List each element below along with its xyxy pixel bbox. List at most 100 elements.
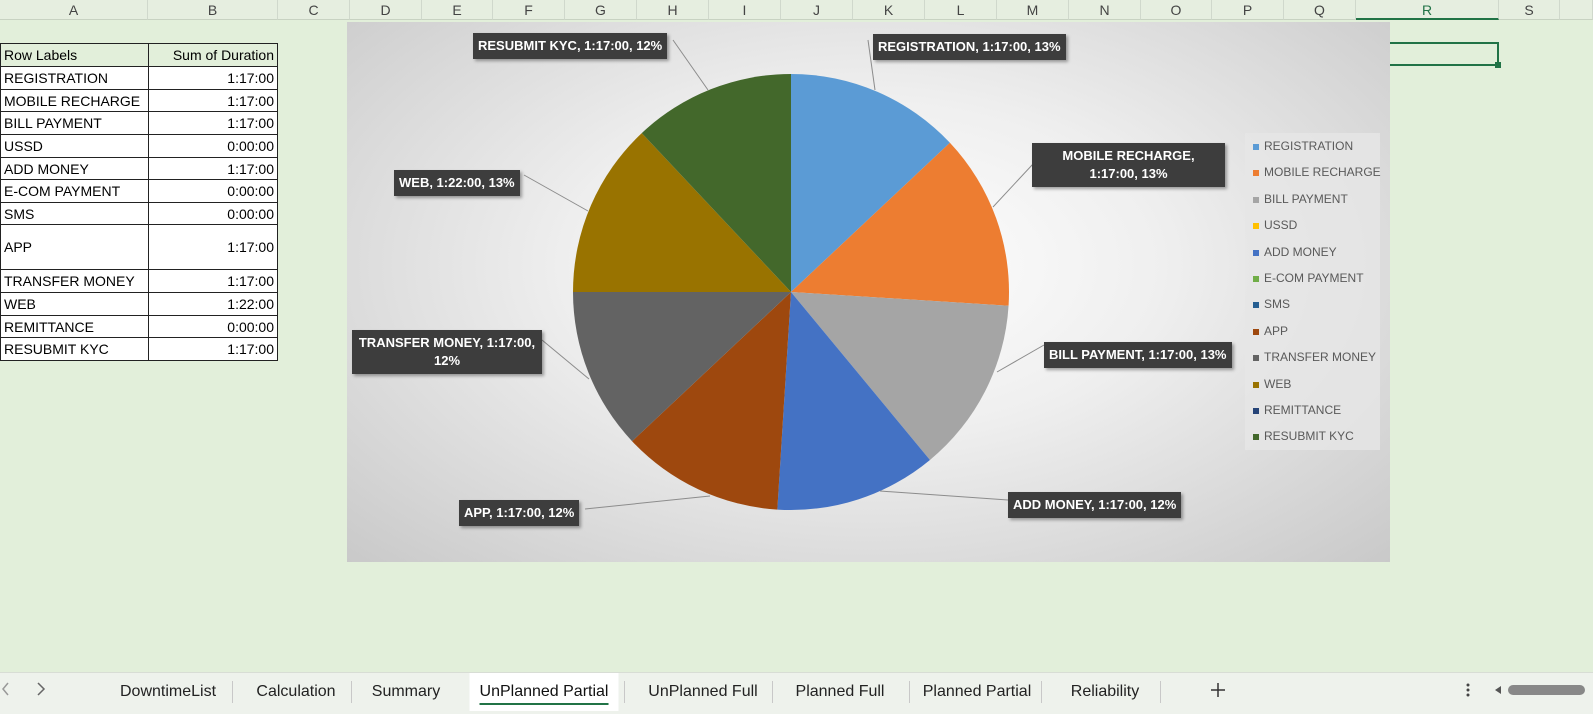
legend-swatch (1253, 170, 1259, 177)
legend-entry: RESUBMIT KYC (1253, 429, 1354, 443)
column-header: L (925, 0, 997, 20)
value-cell: 1:17:00 (148, 89, 278, 112)
column-header: G (565, 0, 637, 20)
legend-entry: BILL PAYMENT (1253, 192, 1348, 206)
column-header: E (422, 0, 493, 20)
chart[interactable]: REGISTRATION MOBILE RECHARGE BILL PAYMENT U… (347, 22, 1390, 562)
sheet-tab[interactable]: DowntimeList (119, 683, 217, 700)
row-label: ADD MONEY (0, 157, 149, 180)
pie-slice (791, 292, 1009, 460)
row-label: TRANSFER MONEY (0, 269, 149, 293)
row-label: USSD (0, 134, 149, 158)
leader-line (672, 39, 709, 91)
legend-label: BILL PAYMENT (1264, 191, 1348, 206)
column-header: K (853, 0, 925, 20)
tab-separator (908, 681, 910, 703)
pie-slice (791, 74, 950, 292)
column-header: B (148, 0, 278, 20)
value-cell: 0:00:00 (148, 179, 278, 203)
column-header: J (781, 0, 853, 20)
legend-entry: TRANSFER MONEY (1253, 350, 1376, 364)
legend-entry: USSD (1253, 218, 1297, 232)
row-label: REGISTRATION (0, 66, 149, 90)
row-label: BILL PAYMENT (0, 111, 149, 135)
legend-label: WEB (1264, 376, 1292, 391)
data-label: BILL PAYMENT, 1:17:00, 13% (1044, 342, 1232, 368)
leader-line (523, 174, 589, 212)
column-header-fill (1560, 0, 1593, 20)
data-label: REGISTRATION, 1:17:00, 13% (873, 34, 1066, 60)
data-label: MOBILE RECHARGE, 1:17:00, 13% (1032, 143, 1225, 187)
legend-swatch (1253, 144, 1259, 150)
legend-label: REMITTANCE (1264, 403, 1342, 417)
column-header: R (1356, 0, 1499, 20)
legend-label: ADD MONEY (1264, 244, 1337, 259)
legend-entry: E-COM PAYMENT (1253, 271, 1364, 285)
legend-entry: SMS (1253, 297, 1290, 311)
data-label: APP, 1:17:00, 12% (459, 500, 580, 526)
legend-label: APP (1264, 323, 1289, 338)
value-cell: 1:17:00 (148, 224, 278, 270)
legend-label: MOBILE RECHARGE (1264, 165, 1381, 180)
pie-chart (523, 39, 1045, 510)
horizontal-scrollbar[interactable] (1460, 676, 1585, 706)
row-label: WEB (0, 292, 149, 316)
row-label: SMS (0, 202, 149, 225)
legend-label: E-COM PAYMENT (1264, 271, 1364, 285)
legend-swatch (1253, 196, 1259, 203)
column-header: N (1069, 0, 1141, 20)
tab-scroll-arrows[interactable] (0, 673, 60, 713)
column-header: H (637, 0, 709, 20)
legend-entry: MOBILE RECHARGE (1253, 165, 1381, 179)
legend-label: USSD (1264, 218, 1298, 233)
sheet-tab[interactable]: Calculation (256, 683, 336, 700)
value-cell: 1:17:00 (148, 111, 278, 135)
value-cell: 1:17:00 (148, 269, 278, 293)
value-cell: 0:00:00 (148, 134, 278, 158)
column-header: I (709, 0, 781, 20)
legend-entry: REGISTRATION (1253, 139, 1353, 153)
row-label: E-COM PAYMENT (0, 179, 149, 203)
sheet-tab[interactable]: Planned Partial (922, 683, 1032, 700)
column-header: O (1141, 0, 1212, 20)
column-header: A (0, 0, 148, 20)
leader-line (879, 490, 1009, 501)
legend-swatch (1253, 302, 1259, 309)
row-label: REMITTANCE (0, 315, 149, 338)
pie-slice (791, 142, 1009, 306)
legend-label: SMS (1264, 297, 1291, 312)
legend-swatch (1253, 408, 1259, 414)
sheet-tab[interactable]: UnPlanned Partial (469, 673, 619, 711)
column-header: M (997, 0, 1069, 20)
tab-separator (351, 681, 352, 703)
data-label: WEB, 1:22:00, 13% (394, 170, 520, 196)
pie-slice (641, 74, 791, 292)
pie-slice (777, 292, 930, 510)
sheet-tab[interactable]: UnPlanned Full (648, 683, 758, 700)
leader-line (867, 39, 876, 91)
legend-label: REGISTRATION (1264, 139, 1354, 153)
add-sheet-button[interactable] (1208, 680, 1228, 700)
sheet-tab[interactable]: Summary (371, 683, 441, 700)
header-cell: Row Labels (0, 43, 149, 67)
leader-line (996, 344, 1045, 373)
legend: REGISTRATION MOBILE RECHARGE BILL PAYMENT U… (1245, 133, 1381, 450)
row-label: MOBILE RECHARGE (0, 89, 149, 112)
column-header: F (493, 0, 565, 20)
legend-entry: ADD MONEY (1253, 245, 1337, 259)
data-label: ADD MONEY, 1:17:00, 12% (1008, 492, 1182, 518)
fill-handle[interactable] (1495, 62, 1501, 68)
sheet-tab[interactable]: Reliability (1070, 683, 1140, 700)
sheet-tab[interactable]: Planned Full (795, 683, 885, 700)
legend-swatch (1253, 328, 1259, 335)
tab-separator (1160, 681, 1161, 703)
column-header: C (278, 0, 350, 20)
tab-separator (1041, 681, 1042, 703)
pie-slice (573, 292, 791, 442)
sheet-tab-bar: DowntimeList Calculation Summary UnPlanned … (0, 672, 1593, 714)
legend-entry: REMITTANCE (1253, 403, 1341, 417)
leader-line (992, 163, 1034, 208)
legend-label: TRANSFER MONEY (1264, 350, 1377, 365)
value-cell: 0:00:00 (148, 202, 278, 225)
